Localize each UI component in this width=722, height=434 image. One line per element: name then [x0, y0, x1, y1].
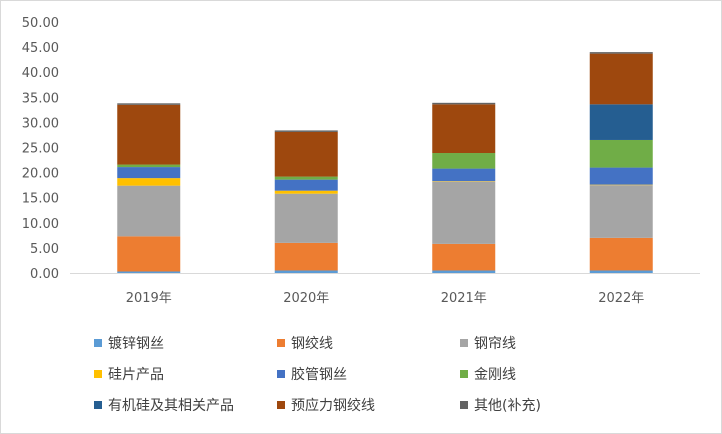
- legend-label: 钢绞线: [291, 335, 333, 352]
- legend-swatch: [277, 339, 285, 347]
- legend-swatch: [277, 370, 285, 378]
- legend-swatch: [460, 339, 468, 347]
- y-tick-label: 35.00: [22, 91, 59, 106]
- legend-label: 有机硅及其相关产品: [108, 398, 234, 414]
- bar-segment: [274, 179, 338, 191]
- x-tick-label: 2019年: [126, 291, 172, 306]
- y-tick-label: 40.00: [22, 66, 59, 81]
- bar-segment: [117, 185, 181, 237]
- bar-segment: [432, 153, 496, 169]
- x-tick-label: 2022年: [598, 291, 644, 306]
- bar-segment: [274, 193, 338, 243]
- y-tick-label: 15.00: [22, 192, 59, 207]
- bar-segment: [589, 237, 653, 271]
- bar-segment: [432, 181, 496, 244]
- legend-label: 镀锌钢丝: [108, 335, 164, 352]
- y-tick-label: 45.00: [22, 41, 59, 56]
- bar-segment: [117, 104, 181, 165]
- legend-swatch: [460, 401, 468, 409]
- y-tick-label: 50.00: [22, 16, 59, 31]
- legend-swatch: [94, 370, 102, 378]
- legend-swatch: [277, 401, 285, 409]
- y-tick-label: 10.00: [22, 217, 59, 232]
- bar-segment: [274, 270, 338, 274]
- bar-segment: [589, 270, 653, 274]
- x-tick-label: 2020年: [283, 291, 329, 306]
- legend-label: 钢帘线: [474, 336, 516, 352]
- bar-segment: [432, 243, 496, 271]
- y-tick-label: 5.00: [30, 242, 59, 257]
- bar-segment: [117, 178, 181, 186]
- bar-segment: [432, 104, 496, 154]
- bar-segment: [274, 131, 338, 177]
- y-tick-label: 20.00: [22, 167, 59, 182]
- legend-label: 其他(补充): [474, 398, 541, 414]
- legend-label: 金刚线: [474, 367, 516, 383]
- y-tick-label: 25.00: [22, 142, 59, 157]
- bar-segment: [589, 167, 653, 185]
- bar-segment: [117, 271, 181, 274]
- legend-swatch: [94, 339, 102, 347]
- bar-segment: [432, 181, 496, 182]
- legend-swatch: [94, 401, 102, 409]
- legend-label: 胶管钢丝: [291, 366, 347, 383]
- y-tick-label: 0.00: [30, 267, 59, 282]
- bar-segment: [117, 167, 181, 179]
- bar-segment: [117, 103, 181, 105]
- bar-segment: [117, 164, 181, 168]
- x-tick-label: 2021年: [441, 291, 487, 306]
- y-tick-label: 30.00: [22, 116, 59, 131]
- bar-segment: [432, 168, 496, 182]
- legend-label: 硅片产品: [108, 367, 164, 383]
- bar-segment: [274, 242, 338, 271]
- legend-swatch: [460, 370, 468, 378]
- bar-segment: [432, 270, 496, 274]
- bar-segment: [274, 130, 338, 132]
- bar-segment: [589, 53, 653, 105]
- bar-segment: [117, 236, 181, 272]
- bar-segment: [589, 139, 653, 168]
- legend-label: 预应力钢绞线: [291, 397, 375, 414]
- bar-segment: [274, 176, 338, 180]
- bar-segment: [432, 102, 496, 105]
- bar-segment: [274, 190, 338, 194]
- bar-segment: [589, 104, 653, 140]
- bar-segment: [589, 185, 653, 238]
- bar-segment: [589, 184, 653, 186]
- bar-segment: [589, 52, 653, 54]
